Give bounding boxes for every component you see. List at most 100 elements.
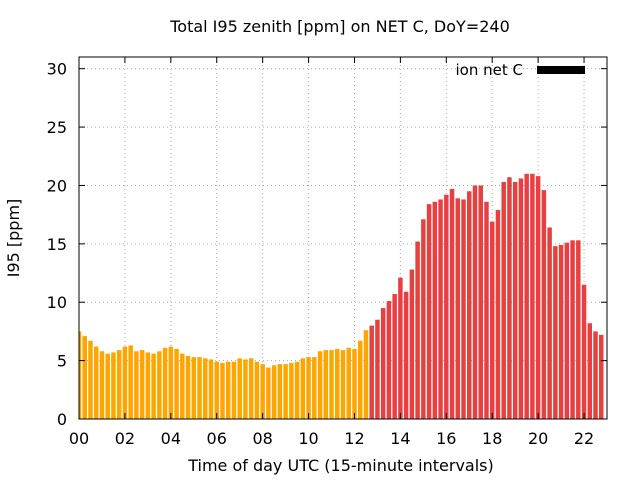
x-tick-label: 10 bbox=[298, 429, 318, 448]
bar bbox=[151, 353, 156, 419]
bar bbox=[547, 227, 552, 419]
bar bbox=[518, 178, 524, 419]
bar bbox=[162, 347, 168, 419]
x-tick-label: 22 bbox=[574, 429, 594, 448]
y-tick-label: 15 bbox=[47, 235, 67, 254]
y-tick-labels: 0 5 10 15 20 25 30 bbox=[47, 60, 67, 429]
bar bbox=[277, 364, 283, 419]
bar bbox=[558, 245, 564, 419]
x-tick-label: 20 bbox=[528, 429, 548, 448]
bar bbox=[587, 323, 593, 419]
bar bbox=[99, 351, 105, 419]
bar bbox=[375, 319, 380, 419]
x-tick-label: 14 bbox=[390, 429, 410, 448]
bar bbox=[283, 364, 288, 419]
bar bbox=[455, 198, 461, 419]
bar bbox=[260, 364, 265, 419]
bar bbox=[409, 269, 415, 419]
bar bbox=[570, 240, 575, 419]
bar bbox=[501, 181, 506, 419]
y-tick-label: 30 bbox=[47, 60, 67, 79]
bar bbox=[421, 219, 426, 419]
y-tick-label: 5 bbox=[57, 352, 67, 371]
ticks bbox=[78, 57, 607, 420]
bar bbox=[512, 181, 518, 419]
bar bbox=[248, 358, 254, 419]
bar bbox=[392, 294, 397, 419]
bar bbox=[438, 199, 443, 419]
bar bbox=[352, 348, 357, 419]
bars bbox=[79, 173, 604, 419]
x-tick-label: 12 bbox=[344, 429, 364, 448]
legend-label: ion net C bbox=[456, 61, 523, 79]
bar bbox=[312, 357, 317, 419]
bar bbox=[180, 353, 185, 419]
bar bbox=[105, 353, 110, 419]
x-tick-label: 02 bbox=[115, 429, 135, 448]
bar bbox=[88, 340, 93, 419]
bar bbox=[489, 221, 495, 419]
bar bbox=[530, 173, 535, 419]
bar bbox=[174, 348, 179, 419]
bar bbox=[329, 350, 334, 419]
bar bbox=[444, 194, 449, 419]
bar bbox=[111, 352, 116, 419]
legend: ion net C bbox=[456, 61, 585, 79]
bar bbox=[478, 185, 483, 419]
bar bbox=[593, 331, 598, 419]
bar bbox=[541, 190, 547, 419]
bar bbox=[116, 350, 122, 419]
bar bbox=[363, 330, 369, 419]
x-tick-labels: 00 02 04 06 08 10 12 14 16 18 20 22 bbox=[69, 429, 594, 448]
bar bbox=[185, 355, 191, 419]
y-tick-label: 10 bbox=[47, 293, 67, 312]
bar bbox=[231, 361, 237, 419]
bar bbox=[398, 277, 403, 419]
bar bbox=[243, 359, 248, 419]
bar bbox=[317, 351, 323, 419]
bar bbox=[415, 241, 420, 419]
bar bbox=[357, 340, 363, 419]
bar bbox=[82, 336, 87, 419]
bar bbox=[449, 188, 455, 419]
y-tick-label: 25 bbox=[47, 118, 67, 137]
bar bbox=[472, 185, 478, 419]
bar bbox=[581, 284, 587, 419]
bar bbox=[197, 357, 202, 419]
bar bbox=[300, 358, 306, 419]
x-tick-label: 04 bbox=[161, 429, 181, 448]
x-tick-label: 18 bbox=[482, 429, 502, 448]
bar bbox=[380, 308, 386, 419]
chart-title: Total I95 zenith [ppm] on NET C, DoY=240 bbox=[169, 17, 510, 36]
bar bbox=[323, 350, 329, 419]
bar bbox=[79, 331, 82, 419]
bar bbox=[599, 334, 604, 419]
bar bbox=[432, 201, 438, 419]
bar bbox=[271, 365, 277, 419]
bar bbox=[157, 351, 162, 419]
bar bbox=[294, 361, 300, 419]
legend-swatch bbox=[537, 66, 585, 74]
bar bbox=[168, 346, 174, 419]
bar bbox=[524, 173, 529, 419]
bar bbox=[208, 359, 214, 419]
bar bbox=[214, 361, 219, 419]
bar bbox=[467, 191, 472, 419]
bar bbox=[403, 291, 409, 419]
bar bbox=[266, 367, 271, 419]
x-tick-label: 06 bbox=[207, 429, 227, 448]
bar bbox=[564, 242, 570, 419]
bar bbox=[576, 240, 581, 419]
bar bbox=[386, 301, 392, 419]
bar bbox=[340, 350, 346, 419]
y-tick-label: 0 bbox=[57, 410, 67, 429]
bar bbox=[128, 345, 133, 419]
x-tick-label: 08 bbox=[252, 429, 272, 448]
bar bbox=[225, 361, 231, 419]
bar bbox=[254, 361, 260, 419]
bar bbox=[484, 201, 489, 419]
bar bbox=[369, 325, 374, 419]
bar bbox=[203, 358, 208, 419]
bar bbox=[335, 348, 340, 419]
